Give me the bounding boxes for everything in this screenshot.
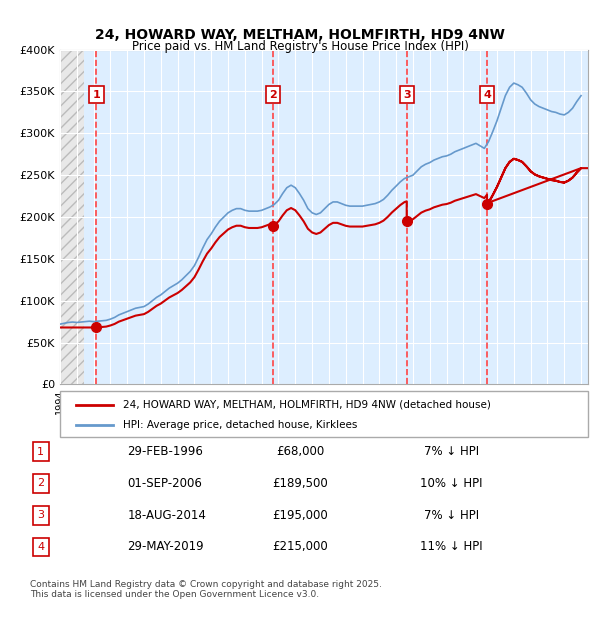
- Text: £189,500: £189,500: [272, 477, 328, 490]
- Text: 3: 3: [403, 90, 410, 100]
- Text: 2: 2: [37, 479, 44, 489]
- Text: 01-SEP-2006: 01-SEP-2006: [127, 477, 202, 490]
- Text: 3: 3: [37, 510, 44, 520]
- Text: 7% ↓ HPI: 7% ↓ HPI: [424, 445, 479, 458]
- Bar: [60, 50, 84, 384]
- Text: HPI: Average price, detached house, Kirklees: HPI: Average price, detached house, Kirk…: [124, 420, 358, 430]
- Text: 24, HOWARD WAY, MELTHAM, HOLMFIRTH, HD9 4NW (detached house): 24, HOWARD WAY, MELTHAM, HOLMFIRTH, HD9 …: [124, 399, 491, 410]
- Text: 4: 4: [483, 90, 491, 100]
- Text: £68,000: £68,000: [276, 445, 324, 458]
- FancyBboxPatch shape: [60, 391, 588, 437]
- Text: 24, HOWARD WAY, MELTHAM, HOLMFIRTH, HD9 4NW: 24, HOWARD WAY, MELTHAM, HOLMFIRTH, HD9 …: [95, 28, 505, 42]
- Bar: [60, 50, 84, 384]
- Text: 29-FEB-1996: 29-FEB-1996: [127, 445, 203, 458]
- Text: 29-MAY-2019: 29-MAY-2019: [127, 541, 204, 554]
- Text: 7% ↓ HPI: 7% ↓ HPI: [424, 508, 479, 521]
- Text: 18-AUG-2014: 18-AUG-2014: [127, 508, 206, 521]
- Text: Price paid vs. HM Land Registry's House Price Index (HPI): Price paid vs. HM Land Registry's House …: [131, 40, 469, 53]
- Text: 10% ↓ HPI: 10% ↓ HPI: [420, 477, 482, 490]
- Text: 11% ↓ HPI: 11% ↓ HPI: [420, 541, 482, 554]
- Text: 1: 1: [37, 446, 44, 457]
- Text: £215,000: £215,000: [272, 541, 328, 554]
- Text: 1: 1: [92, 90, 100, 100]
- Text: 2: 2: [269, 90, 277, 100]
- Text: Contains HM Land Registry data © Crown copyright and database right 2025.
This d: Contains HM Land Registry data © Crown c…: [30, 580, 382, 599]
- Text: 4: 4: [37, 542, 44, 552]
- Text: £195,000: £195,000: [272, 508, 328, 521]
